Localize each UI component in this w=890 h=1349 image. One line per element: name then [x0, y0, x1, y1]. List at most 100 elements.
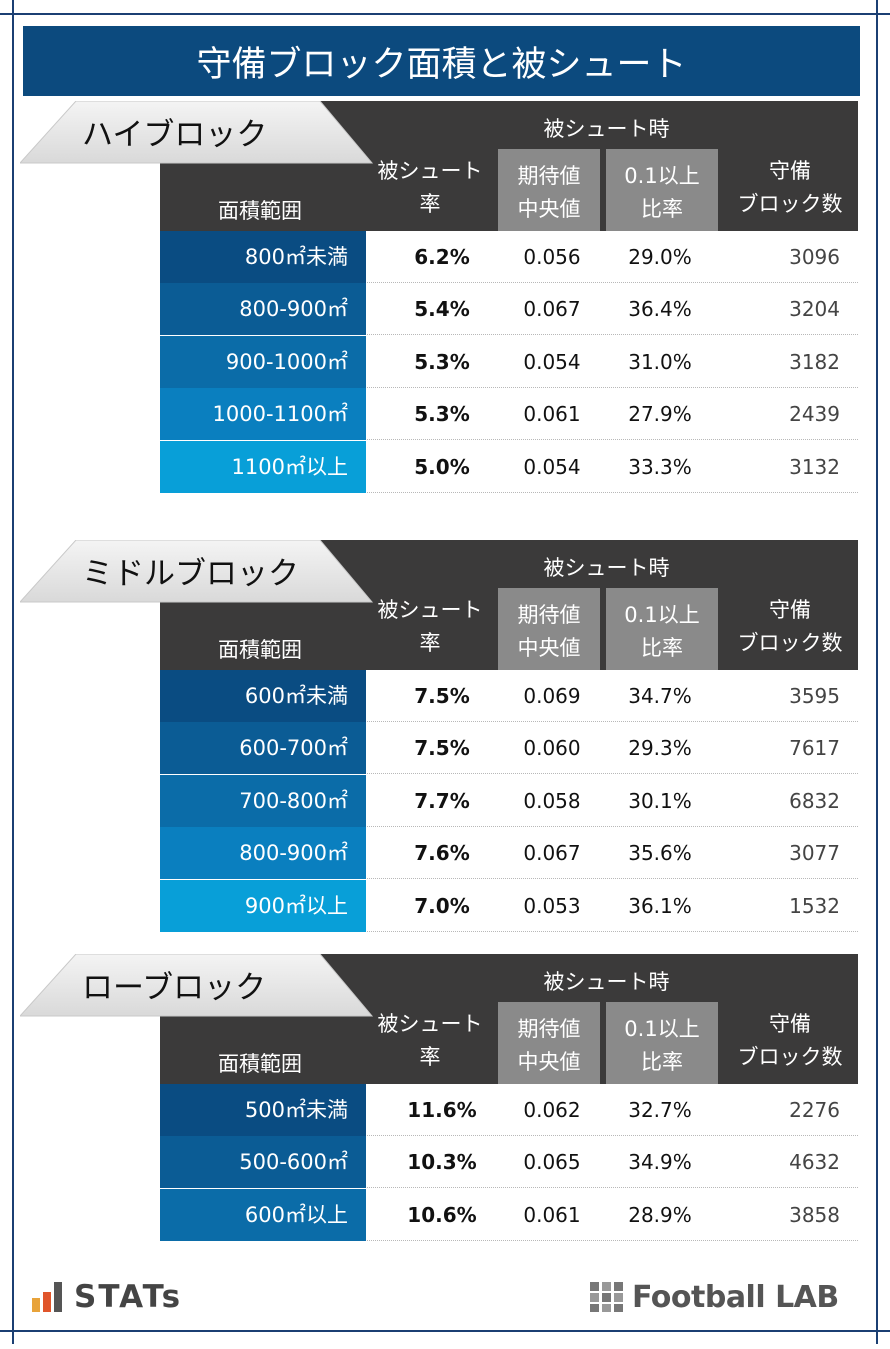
header-ratio-line1: 0.1以上 [624, 164, 700, 188]
header-count-line2: ブロック数 [737, 192, 843, 216]
table-row: 600㎡未満 7.5% 0.069 34.7% 3595 [160, 670, 858, 722]
section-title: ローブロック [82, 970, 267, 1006]
section-tag-shape [20, 954, 374, 1017]
header-median-line1: 期待値 [517, 1017, 581, 1041]
range-cell: 800㎡未満 [160, 231, 366, 283]
shot-rate-cell: 11.6% [407, 1098, 477, 1122]
header-ratio-line2: 比率 [641, 197, 683, 221]
ratio-cell: 32.7% [628, 1098, 692, 1122]
table-row: 500㎡未満 11.6% 0.062 32.7% 2276 [160, 1084, 858, 1136]
xg-median-cell: 0.067 [523, 841, 581, 866]
xg-median-cell: 0.054 [523, 349, 581, 374]
header-median-bg [498, 1002, 600, 1084]
header-rate-line2: 率 [419, 192, 441, 216]
ratio-cell: 33.3% [628, 454, 692, 479]
xg-median-cell: 0.061 [523, 402, 581, 427]
table-row: 500-600㎡ 10.3% 0.065 34.9% 4632 [160, 1136, 858, 1189]
block-count-cell: 3182 [789, 349, 840, 374]
range-cell: 1000-1100㎡ [160, 388, 366, 441]
football-lab-grid-icon [590, 1282, 623, 1312]
header-ratio-bg [606, 149, 718, 231]
header-median-line2: 中央値 [517, 636, 581, 660]
shot-rate-cell: 5.0% [414, 454, 470, 479]
table-row: 600-700㎡ 7.5% 0.060 29.3% 7617 [160, 722, 858, 775]
block-count-cell: 3595 [789, 684, 840, 708]
header-group-label: 被シュート時 [543, 556, 670, 580]
header-range: 面積範囲 [218, 638, 302, 662]
range-cell: 600㎡未満 [160, 670, 366, 722]
block-count-cell: 1532 [789, 893, 840, 918]
frame-bottom-line [0, 1330, 890, 1332]
header-median-line2: 中央値 [517, 1050, 581, 1074]
stats-logo: STATs [32, 1277, 182, 1317]
block-count-cell: 2276 [789, 1098, 840, 1122]
ratio-cell: 31.0% [628, 349, 692, 374]
header-ratio-line1: 0.1以上 [624, 1017, 700, 1041]
block-count-cell: 7617 [789, 736, 840, 761]
xg-median-cell: 0.065 [523, 1150, 581, 1175]
shot-rate-cell: 7.7% [414, 788, 470, 813]
shot-rate-cell: 5.3% [414, 349, 470, 374]
header-median-line2: 中央値 [517, 197, 581, 221]
range-cell: 600㎡以上 [160, 1188, 366, 1241]
header-median-line1: 期待値 [517, 164, 581, 188]
header-rate-line2: 率 [419, 631, 441, 655]
range-cell: 900㎡以上 [160, 879, 366, 932]
ratio-cell: 28.9% [628, 1202, 692, 1227]
range-cell: 1100㎡以上 [160, 440, 366, 493]
range-cell: 500㎡未満 [160, 1084, 366, 1136]
stats-bars-icon [32, 1282, 62, 1312]
xg-median-cell: 0.053 [523, 893, 581, 918]
frame-right-line [876, 0, 878, 1344]
header-count-line2: ブロック数 [737, 1045, 843, 1069]
stats-logo-text: STATs [74, 1279, 183, 1315]
header-count-line1: 守備 [769, 598, 811, 622]
block-count-cell: 4632 [789, 1150, 840, 1175]
header-rate-line1: 被シュート [377, 1012, 483, 1036]
xg-median-cell: 0.062 [523, 1098, 581, 1122]
header-rate-line1: 被シュート [377, 159, 483, 183]
frame-top-line [0, 13, 890, 15]
table-row: 900-1000㎡ 5.3% 0.054 31.0% 3182 [160, 335, 858, 388]
header-ratio-line1: 0.1以上 [624, 603, 700, 627]
shot-rate-cell: 7.5% [414, 736, 470, 761]
header-group-label: 被シュート時 [543, 117, 670, 141]
header-ratio-line2: 比率 [641, 636, 683, 660]
block-count-cell: 3096 [789, 245, 840, 269]
header-range: 面積範囲 [218, 199, 302, 223]
table-row: 900㎡以上 7.0% 0.053 36.1% 1532 [160, 879, 858, 932]
shot-rate-cell: 5.3% [414, 402, 470, 427]
header-rate-line2: 率 [419, 1045, 441, 1069]
football-lab-logo-text: Football LAB [632, 1279, 839, 1315]
header-group-label: 被シュート時 [543, 970, 670, 994]
header-ratio-bg [606, 1002, 718, 1084]
range-cell: 800-900㎡ [160, 827, 366, 880]
ratio-cell: 29.0% [628, 245, 692, 269]
xg-median-cell: 0.054 [523, 454, 581, 479]
ratio-cell: 35.6% [628, 841, 692, 866]
header-median-line1: 期待値 [517, 603, 581, 627]
table-row: 800㎡未満 6.2% 0.056 29.0% 3096 [160, 231, 858, 283]
block-table-2: ローブロック 被シュート時 面積範囲 被シュート率 期待値 中央値 0.1以上 比率 守備 ブロッ… [0, 954, 890, 1349]
header-count-line1: 守備 [769, 159, 811, 183]
shot-rate-cell: 10.3% [407, 1150, 477, 1175]
range-cell: 800-900㎡ [160, 283, 366, 336]
section-title: ハイブロック [82, 117, 268, 153]
ratio-cell: 36.4% [628, 297, 692, 322]
shot-rate-cell: 6.2% [414, 245, 470, 269]
football-lab-logo: Football LAB [590, 1277, 839, 1317]
section-tag-shape [20, 540, 374, 603]
header-median-bg [498, 588, 600, 670]
header-rate-line1: 被シュート [377, 598, 483, 622]
shot-rate-cell: 7.5% [414, 684, 470, 708]
frame-left-line [12, 0, 14, 1344]
ratio-cell: 29.3% [628, 736, 692, 761]
header-ratio-bg [606, 588, 718, 670]
xg-median-cell: 0.067 [523, 297, 581, 322]
block-count-cell: 2439 [789, 402, 840, 427]
xg-median-cell: 0.060 [523, 736, 581, 761]
ratio-cell: 34.7% [628, 684, 692, 708]
table-row: 1100㎡以上 5.0% 0.054 33.3% 3132 [160, 440, 858, 493]
range-cell: 600-700㎡ [160, 722, 366, 775]
range-cell: 500-600㎡ [160, 1136, 366, 1189]
